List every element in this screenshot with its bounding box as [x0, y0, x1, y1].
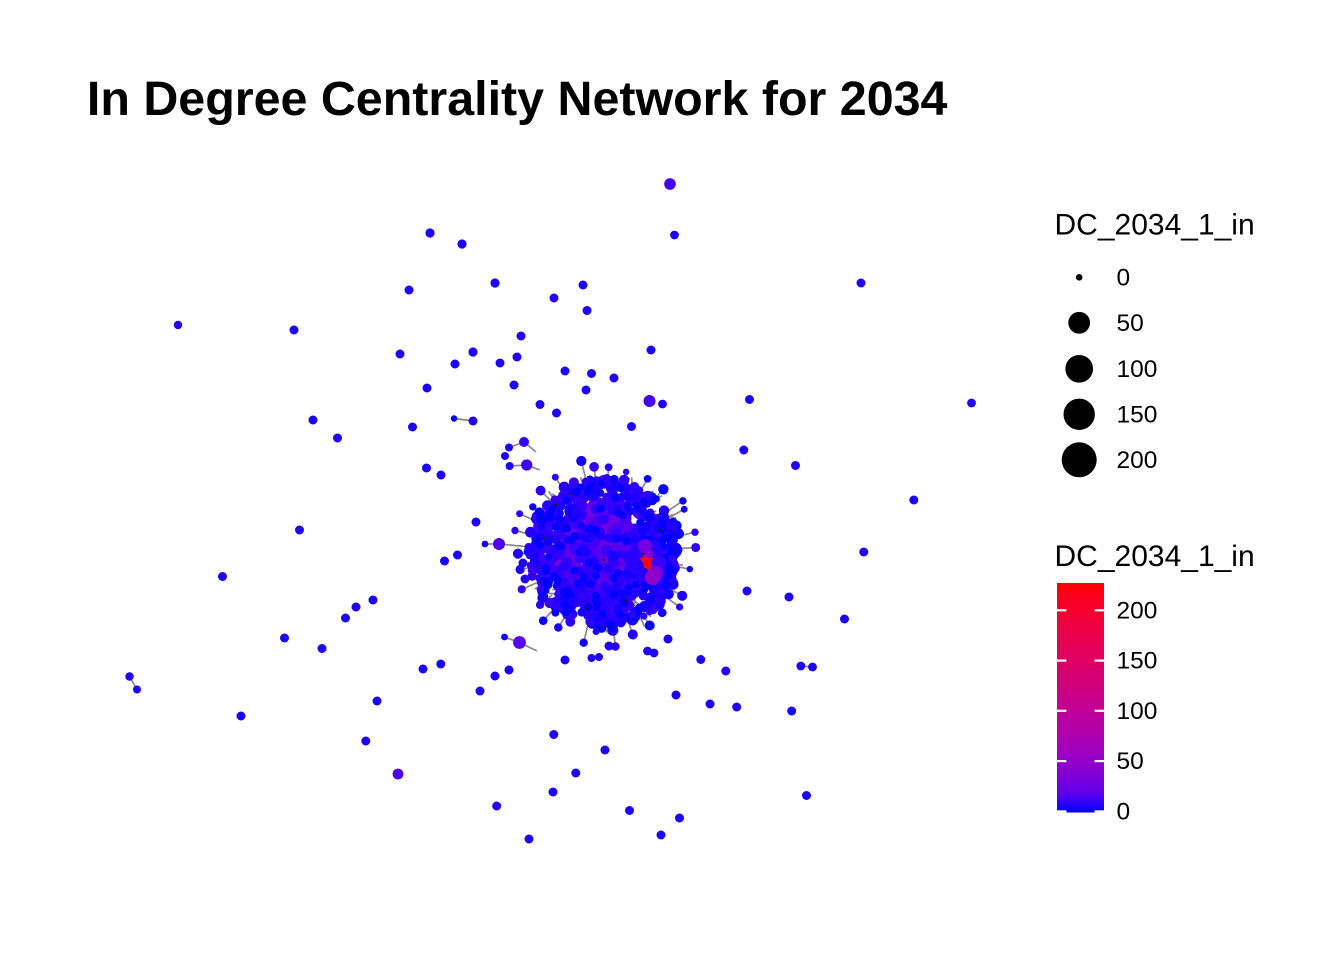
- svg-text:50: 50: [1117, 748, 1144, 775]
- svg-text:200: 200: [1117, 598, 1158, 625]
- svg-text:0: 0: [1117, 264, 1131, 291]
- svg-text:DC_2034_1_in: DC_2034_1_in: [1055, 540, 1255, 573]
- svg-text:In Degree Centrality Network f: In Degree Centrality Network for 2034: [87, 72, 948, 126]
- svg-text:200: 200: [1117, 447, 1158, 474]
- svg-text:150: 150: [1117, 401, 1158, 428]
- svg-text:100: 100: [1117, 356, 1158, 383]
- svg-text:50: 50: [1117, 310, 1144, 337]
- svg-text:100: 100: [1117, 698, 1158, 725]
- svg-text:0: 0: [1117, 799, 1131, 826]
- svg-text:DC_2034_1_in: DC_2034_1_in: [1055, 208, 1255, 241]
- svg-text:150: 150: [1117, 647, 1158, 674]
